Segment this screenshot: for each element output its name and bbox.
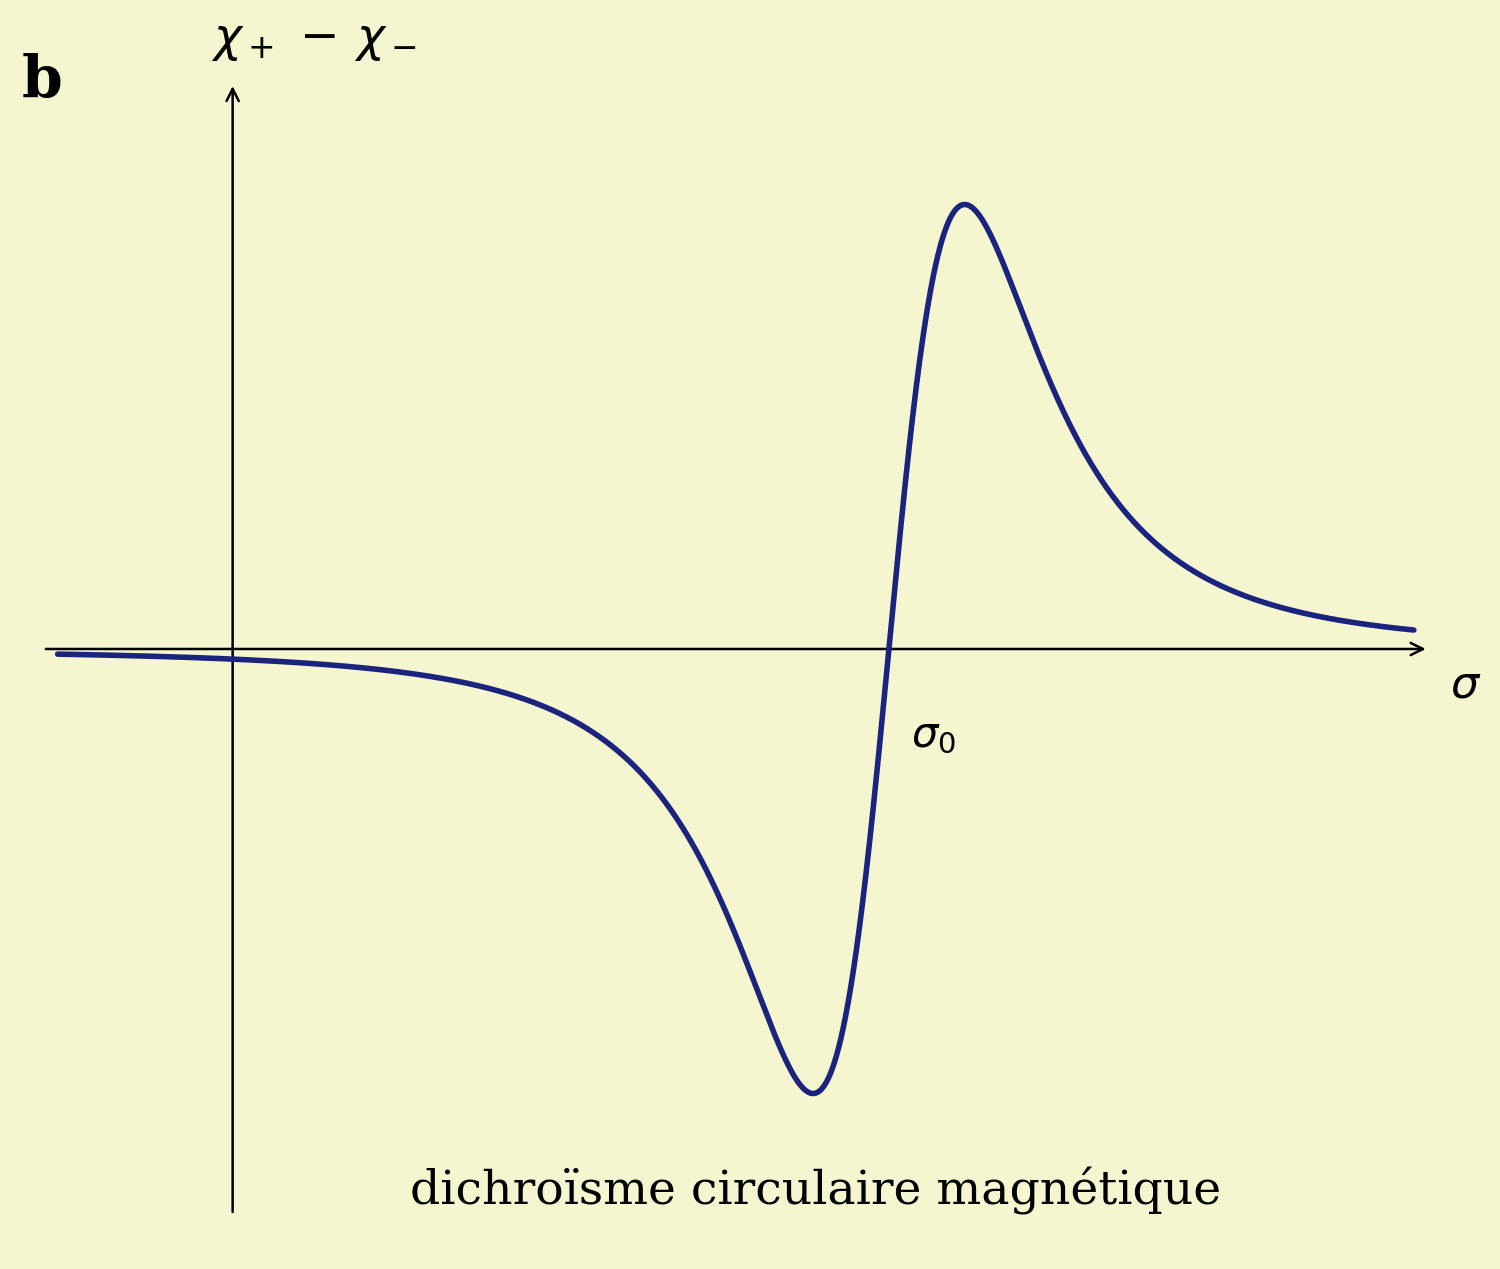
Text: $\sigma$: $\sigma$ [1450, 664, 1482, 707]
Text: $\chi_+\,-\,\chi_-$: $\chi_+\,-\,\chi_-$ [211, 18, 417, 63]
Text: dichroïsme circulaire magnétique: dichroïsme circulaire magnétique [411, 1166, 1221, 1214]
Text: b: b [21, 53, 62, 109]
Text: $\sigma_0$: $\sigma_0$ [910, 713, 956, 755]
